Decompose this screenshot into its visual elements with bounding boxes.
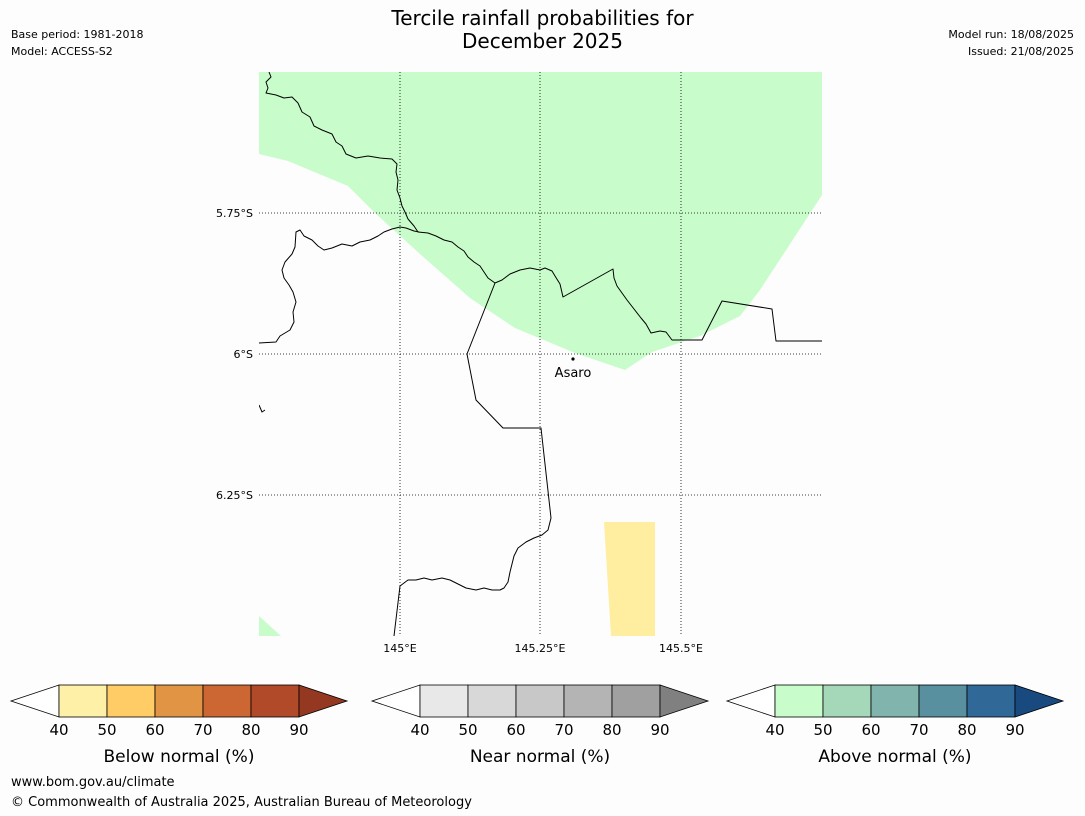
border-fragment-west bbox=[259, 404, 266, 413]
colorbar-below-tick-label: 50 bbox=[97, 721, 116, 739]
footer-url: www.bom.gov.au/climate bbox=[11, 775, 175, 790]
below-normal-40-50-region bbox=[604, 522, 655, 636]
border-west bbox=[259, 226, 420, 344]
colorbar-below-tick-label: 60 bbox=[145, 721, 164, 739]
colorbar-below-tick-label: 80 bbox=[241, 721, 260, 739]
colorbar-near-tick-label: 70 bbox=[554, 721, 573, 739]
colorbar-near: 40 50 60 70 80 90 Near normal (%) bbox=[370, 684, 710, 767]
province-borders bbox=[259, 72, 822, 636]
colorbar-near-segment bbox=[467, 684, 517, 718]
colorbar-near-tick-label: 40 bbox=[410, 721, 429, 739]
colorbar-near-segment bbox=[563, 684, 613, 718]
above-normal-corner-region bbox=[259, 616, 281, 636]
title-line-2: December 2025 bbox=[462, 29, 623, 53]
colorbar-near-tick-label: 80 bbox=[602, 721, 621, 739]
gridlines bbox=[259, 72, 822, 636]
lat-label-6: 6°S bbox=[234, 348, 253, 361]
colorbar-near-tick-label: 60 bbox=[506, 721, 525, 739]
colorbar-below-segment bbox=[154, 684, 204, 718]
colorbar-above-tick-label: 60 bbox=[861, 721, 880, 739]
colorbar-above-label: Above normal (%) bbox=[818, 747, 971, 767]
above-normal-40-50-region bbox=[259, 72, 822, 370]
colorbar-below-tick-label: 90 bbox=[289, 721, 308, 739]
border-central bbox=[393, 282, 552, 636]
colorbar-near-label: Near normal (%) bbox=[470, 747, 610, 767]
colorbar-near-under-triangle bbox=[370, 684, 421, 718]
model-name: Model: ACCESS-S2 bbox=[11, 45, 113, 58]
colorbar-above-tick-label: 70 bbox=[909, 721, 928, 739]
colorbar-below-under-triangle bbox=[9, 684, 60, 718]
colorbar-above-segment bbox=[918, 684, 968, 718]
colorbar-below-segment bbox=[250, 684, 300, 718]
colorbar-below-segment bbox=[58, 684, 108, 718]
lon-label-145-25: 145.25°E bbox=[515, 642, 566, 655]
lat-label-6-25: 6.25°S bbox=[216, 489, 253, 502]
colorbar-below-tick-label: 70 bbox=[193, 721, 212, 739]
colorbars: 40 50 60 70 80 90 Below normal (%) 40 50 60 70 80 90… bbox=[9, 684, 1065, 767]
border-north bbox=[265, 72, 822, 342]
place-label: Asaro bbox=[555, 366, 592, 381]
lon-label-145-5: 145.5°E bbox=[659, 642, 703, 655]
colorbar-near-segment bbox=[611, 684, 661, 718]
colorbar-above-tick-label: 40 bbox=[765, 721, 784, 739]
colorbar-above-tick-label: 90 bbox=[1005, 721, 1024, 739]
colorbar-above-segment bbox=[870, 684, 920, 718]
model-run: Model run: 18/08/2025 bbox=[948, 28, 1074, 41]
meta-left: Base period: 1981-2018 Model: ACCESS-S2 bbox=[11, 26, 143, 60]
colorbar-near-segment bbox=[419, 684, 469, 718]
colorbar-above-segment bbox=[822, 684, 872, 718]
lat-label-5-75: 5.75°S bbox=[216, 207, 253, 220]
colorbar-above: 40 50 60 70 80 90 Above normal (%) bbox=[725, 684, 1065, 767]
colorbar-above-tick-label: 50 bbox=[813, 721, 832, 739]
title-line-1: Tercile rainfall probabilities for bbox=[391, 6, 694, 30]
colorbar-near-tick-label: 50 bbox=[458, 721, 477, 739]
colorbar-above-over-triangle bbox=[1014, 684, 1065, 718]
base-period: Base period: 1981-2018 bbox=[11, 28, 144, 41]
meta-right: Model run: 18/08/2025 Issued: 21/08/2025 bbox=[948, 26, 1074, 60]
colorbar-near-segment bbox=[515, 684, 565, 718]
colorbar-near-over-triangle bbox=[659, 684, 710, 718]
colorbar-below-label: Below normal (%) bbox=[104, 747, 255, 767]
colorbar-below-over-triangle bbox=[298, 684, 349, 718]
map-panel bbox=[259, 72, 822, 636]
colorbar-below-tick-label: 40 bbox=[49, 721, 68, 739]
issued-date: Issued: 21/08/2025 bbox=[967, 45, 1074, 58]
colorbar-below: 40 50 60 70 80 90 Below normal (%) bbox=[9, 684, 349, 767]
colorbar-below-segment bbox=[106, 684, 156, 718]
lon-label-145: 145°E bbox=[383, 642, 416, 655]
map-title: Tercile rainfall probabilities for Decem… bbox=[0, 7, 1085, 53]
place-marker-dot bbox=[571, 357, 575, 361]
colorbar-above-segment bbox=[966, 684, 1016, 718]
colorbar-above-under-triangle bbox=[725, 684, 776, 718]
colorbar-near-tick-label: 90 bbox=[650, 721, 669, 739]
colorbar-above-segment bbox=[774, 684, 824, 718]
colorbar-below-segment bbox=[202, 684, 252, 718]
colorbar-above-tick-label: 80 bbox=[957, 721, 976, 739]
footer-copyright: © Commonwealth of Australia 2025, Austra… bbox=[11, 795, 472, 810]
